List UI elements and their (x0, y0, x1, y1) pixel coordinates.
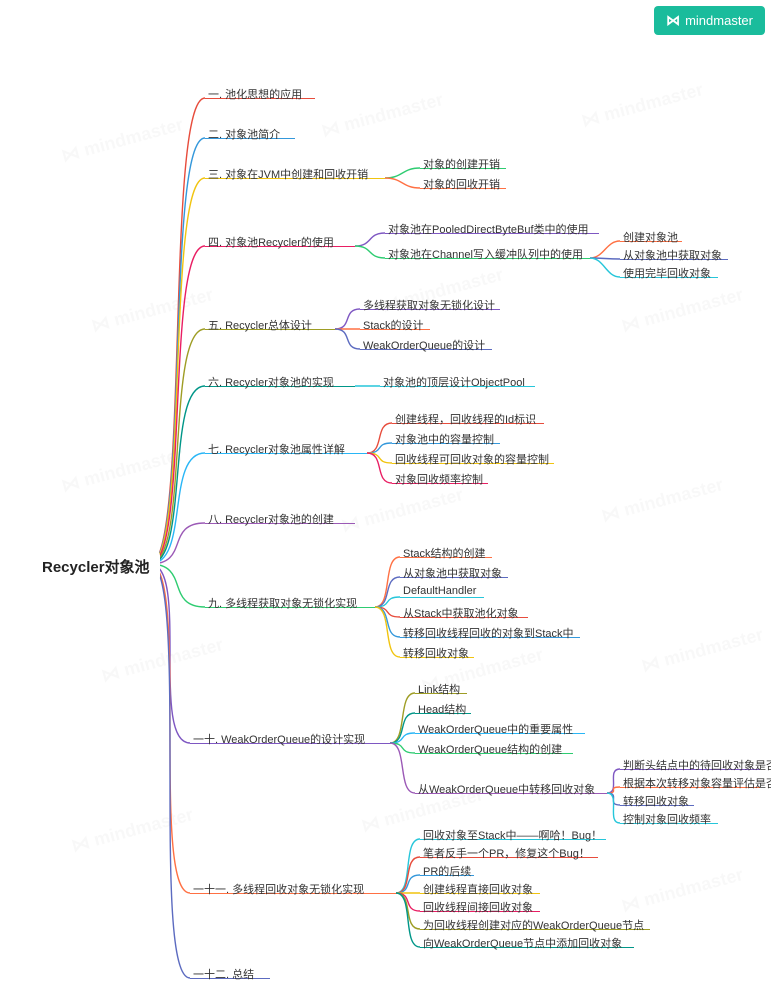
level2-node[interactable]: 转移回收对象 (400, 644, 472, 662)
level2-node[interactable]: Stack结构的创建 (400, 544, 489, 562)
level2-node[interactable]: 向WeakOrderQueue节点中添加回收对象 (420, 934, 625, 952)
level1-node[interactable]: 六. Recycler对象池的实现 (205, 373, 337, 391)
level1-node[interactable]: 一十二. 总结 (190, 965, 257, 983)
level1-node[interactable]: 一. 池化思想的应用 (205, 85, 305, 103)
level2-node[interactable]: 从Stack中获取池化对象 (400, 604, 522, 622)
level3-node[interactable]: 使用完毕回收对象 (620, 264, 714, 282)
level2-node[interactable]: 对象的回收开销 (420, 175, 503, 193)
level2-node[interactable]: 多线程获取对象无锁化设计 (360, 296, 498, 314)
level2-node[interactable]: 对象的创建开销 (420, 155, 503, 173)
level3-node[interactable]: 从对象池中获取对象 (620, 246, 725, 264)
level3-node[interactable]: 创建对象池 (620, 228, 681, 246)
level2-node[interactable]: WeakOrderQueue的设计 (360, 336, 488, 354)
level2-node[interactable]: Stack的设计 (360, 316, 427, 334)
level1-node[interactable]: 二. 对象池简介 (205, 125, 283, 143)
level1-node[interactable]: 一十一. 多线程回收对象无锁化实现 (190, 880, 367, 898)
level3-node[interactable]: 判断头结点中的待回收对象是否转移完毕 (620, 756, 771, 774)
level2-node[interactable]: DefaultHandler (400, 584, 479, 598)
level2-node[interactable]: Link结构 (415, 680, 463, 698)
level2-node[interactable]: 回收线程间接回收对象 (420, 898, 536, 916)
level3-node[interactable]: 转移回收对象 (620, 792, 692, 810)
level3-node[interactable]: 根据本次转移对象容量评估是否应该对Stack进行扩容 (620, 774, 771, 792)
level2-node[interactable]: 回收线程可回收对象的容量控制 (392, 450, 552, 468)
level2-node[interactable]: 创建线程直接回收对象 (420, 880, 536, 898)
level2-node[interactable]: 回收对象至Stack中——啊哈！Bug！ (420, 826, 605, 844)
level2-node[interactable]: 对象池中的容量控制 (392, 430, 497, 448)
level1-node[interactable]: 九. 多线程获取对象无锁化实现 (205, 594, 360, 612)
level1-node[interactable]: 八. Recycler对象池的创建 (205, 510, 337, 528)
level1-node[interactable]: 一十. WeakOrderQueue的设计实现 (190, 730, 368, 748)
level2-node[interactable]: Head结构 (415, 700, 469, 718)
level2-node[interactable]: 对象池的顶层设计ObjectPool (380, 373, 528, 391)
level1-node[interactable]: 三. 对象在JVM中创建和回收开销 (205, 165, 371, 183)
level2-node[interactable]: 创建线程，回收线程的Id标识 (392, 410, 539, 428)
level2-node[interactable]: PR的后续 (420, 862, 474, 880)
connector-svg (0, 0, 771, 1000)
level2-node[interactable]: 为回收线程创建对应的WeakOrderQueue节点 (420, 916, 647, 934)
level1-node[interactable]: 四. 对象池Recycler的使用 (205, 233, 337, 251)
level2-node[interactable]: 对象回收频率控制 (392, 470, 486, 488)
level2-node[interactable]: 对象池在Channel写入缓冲队列中的使用 (385, 245, 586, 263)
level1-node[interactable]: 七. Recycler对象池属性详解 (205, 440, 348, 458)
level2-node[interactable]: 转移回收线程回收的对象到Stack中 (400, 624, 577, 642)
level2-node[interactable]: 从WeakOrderQueue中转移回收对象 (415, 780, 598, 798)
level3-node[interactable]: 控制对象回收频率 (620, 810, 714, 828)
level2-node[interactable]: 笔者反手一个PR，修复这个Bug！ (420, 844, 593, 862)
root-node[interactable]: Recycler对象池 (32, 550, 160, 583)
level2-node[interactable]: 对象池在PooledDirectByteBuf类中的使用 (385, 220, 592, 238)
level2-node[interactable]: WeakOrderQueue结构的创建 (415, 740, 565, 758)
level2-node[interactable]: 从对象池中获取对象 (400, 564, 505, 582)
level2-node[interactable]: WeakOrderQueue中的重要属性 (415, 720, 576, 738)
level1-node[interactable]: 五. Recycler总体设计 (205, 316, 315, 334)
